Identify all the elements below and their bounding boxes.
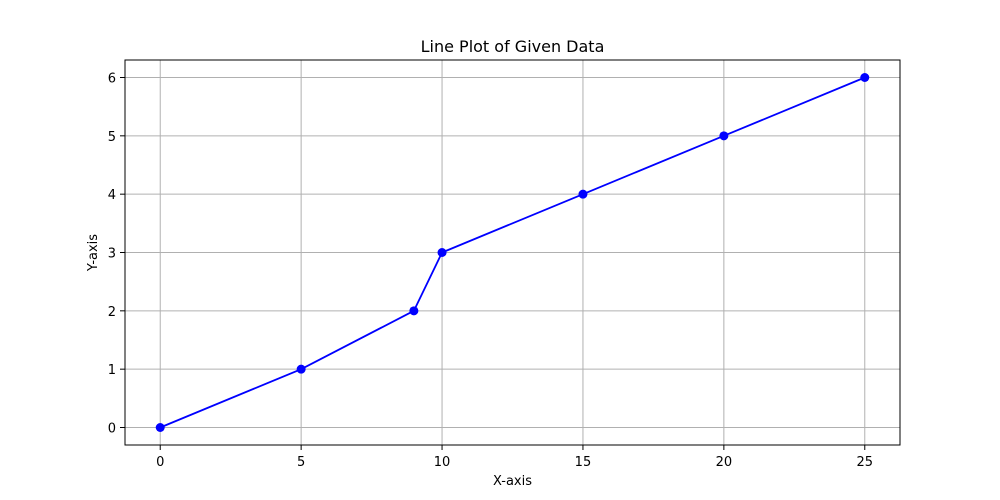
- y-tick-label: 4: [108, 188, 116, 203]
- x-tick-label: 0: [156, 455, 164, 470]
- data-point: [296, 364, 306, 374]
- data-point: [155, 423, 165, 432]
- x-tick-label: 20: [716, 455, 733, 470]
- axis-ticks: 0 5 10 15 20 25 0 1 2 3 4 5 6: [108, 72, 873, 471]
- chart-title: Line Plot of Given Data: [421, 37, 605, 56]
- data-point: [860, 73, 870, 82]
- y-tick-label: 5: [108, 130, 116, 145]
- data-point: [409, 306, 419, 316]
- y-tick-label: 3: [108, 247, 116, 262]
- y-tick-label: 6: [108, 72, 116, 87]
- y-axis-label: Y-axis: [86, 234, 101, 272]
- y-tick-label: 1: [108, 363, 116, 378]
- grid: [125, 60, 900, 445]
- x-tick-label: 25: [856, 455, 873, 470]
- data-point: [719, 131, 729, 141]
- series-layer: [155, 73, 870, 432]
- x-tick-label: 10: [434, 455, 451, 470]
- x-tick-label: 15: [575, 455, 592, 470]
- y-tick-label: 2: [108, 305, 116, 320]
- x-axis-label: X-axis: [493, 474, 532, 489]
- data-point: [437, 248, 447, 257]
- data-point: [578, 189, 588, 199]
- x-tick-label: 5: [297, 455, 305, 470]
- y-tick-label: 0: [108, 422, 116, 437]
